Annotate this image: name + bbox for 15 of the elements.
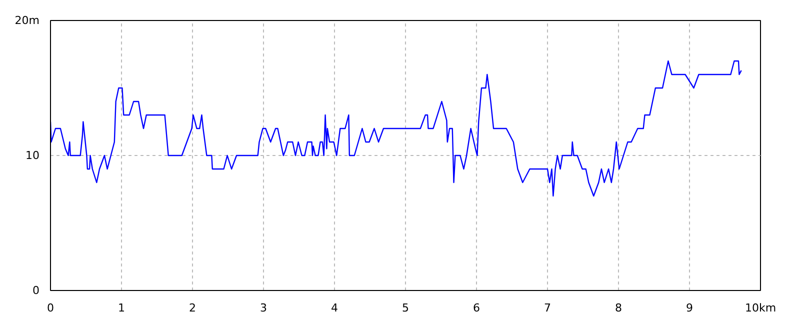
line-series [50, 60, 742, 197]
x-tick-label: 5 [402, 302, 409, 314]
y-tick-label: 0 [32, 284, 40, 297]
x-tick-label: 9 [686, 302, 693, 314]
x-tick-label: 4 [331, 302, 338, 314]
y-tick-label: 20m [14, 14, 40, 27]
x-tick-label: 7 [544, 302, 551, 314]
x-tick-label: 8 [615, 302, 622, 314]
y-tick-label: 10 [26, 149, 40, 162]
x-tick-label: 1 [118, 302, 125, 314]
x-tick-label: 3 [260, 302, 267, 314]
x-tick-label: 6 [473, 302, 480, 314]
x-tick-label: 0 [47, 302, 54, 314]
x-tick-label: 10km [744, 302, 776, 314]
x-tick-label: 2 [189, 302, 196, 314]
